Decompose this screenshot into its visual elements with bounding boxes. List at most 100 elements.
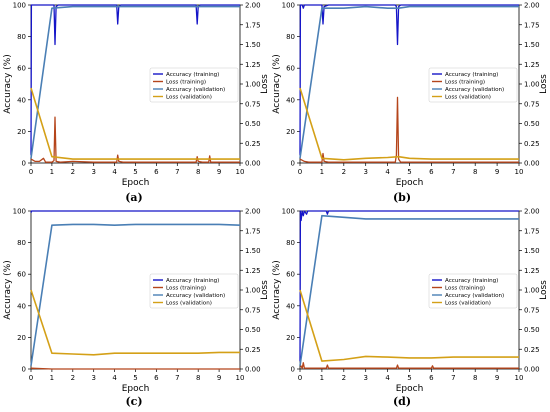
caption-a: (a) [125, 191, 143, 204]
y-left-tick-label: 40 [17, 96, 26, 104]
y-right-tick-label: 2.00 [245, 208, 261, 216]
x-tick-label: 8 [196, 374, 200, 382]
legend-label-accuracy-validation: Accuracy (validation) [166, 293, 225, 299]
y-left-tick-label: 20 [17, 334, 26, 342]
legend-box [149, 67, 239, 103]
x-tick-label: 3 [363, 168, 367, 176]
series-line-loss-validation [30, 289, 240, 356]
y-left-tick-label: 100 [13, 2, 26, 10]
y-left-axis-title: Accuracy (%) [272, 54, 282, 114]
y-right-tick-label: 1.00 [245, 81, 261, 89]
y-right-tick-label: 0.00 [524, 366, 540, 374]
y-left-tick-label: 0 [22, 366, 26, 374]
y-right-tick-label: 1.50 [245, 41, 261, 49]
chart-panel-a: 0204060801000.000.250.500.751.001.251.50… [3, 2, 270, 189]
y-left-tick-label: 20 [17, 128, 26, 136]
y-left-tick-label: 80 [286, 33, 295, 41]
x-tick-label: 7 [451, 374, 455, 382]
y-right-tick-label: 0.25 [524, 140, 540, 148]
y-left-tick-label: 40 [286, 302, 295, 310]
legend-label-loss-validation: Loss (validation) [166, 301, 212, 307]
y-right-tick-label: 0.75 [245, 100, 261, 108]
legend: Accuracy (training) Loss (training)Accura… [149, 273, 239, 309]
x-tick-label: 4 [385, 374, 390, 382]
y-right-tick-label: 1.00 [524, 81, 540, 89]
x-tick-label: 1 [320, 374, 324, 382]
x-tick-label: 0 [298, 374, 302, 382]
series-line-accuracy-training [299, 210, 519, 362]
x-tick-label: 8 [473, 168, 477, 176]
y-right-tick-label: 1.75 [245, 227, 261, 235]
x-tick-label: 4 [385, 168, 390, 176]
y-right-tick-label: 2.00 [524, 2, 540, 10]
y-left-tick-label: 80 [17, 239, 26, 247]
x-tick-label: 0 [298, 168, 302, 176]
y-right-tick-label: 1.50 [524, 247, 540, 255]
y-right-tick-label: 0.25 [245, 346, 261, 354]
series-line-accuracy-training [30, 210, 240, 213]
x-tick-label: 2 [71, 374, 75, 382]
y-right-axis-title: Loss [539, 280, 549, 300]
y-right-tick-label: 1.00 [245, 287, 261, 295]
chart-panel-c: 0204060801000.000.250.500.751.001.251.50… [3, 208, 270, 395]
x-tick-label: 3 [91, 168, 95, 176]
legend-label-accuracy-training: Accuracy (training) [445, 278, 498, 284]
x-tick-label: 10 [236, 374, 245, 382]
y-right-tick-label: 2.00 [524, 208, 540, 216]
y-left-tick-label: 0 [291, 160, 295, 168]
legend-label-loss-validation: Loss (validation) [445, 301, 491, 307]
y-left-tick-label: 60 [17, 271, 26, 279]
y-left-tick-label: 40 [17, 302, 26, 310]
chart-panel-d: 0204060801000.000.250.500.751.001.251.50… [272, 208, 549, 395]
x-axis-title: Epoch [122, 384, 150, 394]
y-right-tick-label: 1.25 [245, 267, 261, 275]
y-right-tick-label: 1.50 [245, 247, 261, 255]
y-left-tick-label: 0 [22, 160, 26, 168]
y-left-tick-label: 100 [282, 208, 295, 216]
y-right-tick-label: 0.50 [245, 120, 261, 128]
x-tick-label: 6 [154, 374, 159, 382]
series-line-loss-validation [299, 87, 519, 161]
series-line-loss-validation [30, 87, 240, 160]
x-tick-label: 10 [515, 168, 524, 176]
series-line-accuracy-validation [299, 214, 519, 366]
series-line-loss-training [299, 362, 519, 369]
y-left-axis-title: Accuracy (%) [3, 54, 13, 114]
x-tick-label: 4 [112, 168, 117, 176]
y-left-tick-label: 60 [286, 271, 295, 279]
x-tick-label: 9 [217, 374, 221, 382]
y-right-tick-label: 0.75 [524, 306, 540, 314]
y-right-tick-label: 0.50 [524, 326, 540, 334]
series-line-accuracy-training [299, 4, 519, 156]
y-right-tick-label: 1.25 [245, 61, 261, 69]
x-tick-label: 7 [451, 168, 455, 176]
x-tick-label: 9 [495, 168, 499, 176]
series-line-loss-training [30, 367, 240, 370]
y-left-axis-title: Accuracy (%) [3, 260, 13, 320]
x-tick-label: 5 [407, 374, 411, 382]
legend: Accuracy (training) Loss (training)Accura… [428, 273, 518, 309]
legend-label-accuracy-validation: Accuracy (validation) [445, 293, 504, 299]
y-right-tick-label: 0.75 [524, 100, 540, 108]
x-axis-title: Epoch [122, 178, 150, 188]
y-right-tick-label: 0.00 [245, 160, 261, 168]
legend-label-loss-validation: Loss (validation) [166, 95, 212, 101]
x-axis-title: Epoch [396, 178, 424, 188]
series-line-loss-training [30, 116, 240, 163]
legend-box [428, 67, 518, 103]
caption-d: (d) [392, 395, 412, 408]
y-right-tick-label: 0.75 [245, 306, 261, 314]
legend-label-accuracy-training: Accuracy (training) [445, 72, 498, 78]
series-line-loss-training [299, 96, 519, 163]
x-tick-label: 10 [515, 374, 524, 382]
caption-b: (b) [392, 191, 412, 204]
x-tick-label: 0 [29, 168, 33, 176]
x-tick-label: 8 [473, 374, 477, 382]
legend-label-loss-validation: Loss (validation) [445, 95, 491, 101]
x-tick-label: 5 [133, 168, 137, 176]
legend-label-accuracy-training: Accuracy (training) [166, 278, 219, 284]
y-right-tick-label: 1.00 [524, 287, 540, 295]
y-right-tick-label: 1.50 [524, 41, 540, 49]
x-tick-label: 3 [91, 374, 95, 382]
